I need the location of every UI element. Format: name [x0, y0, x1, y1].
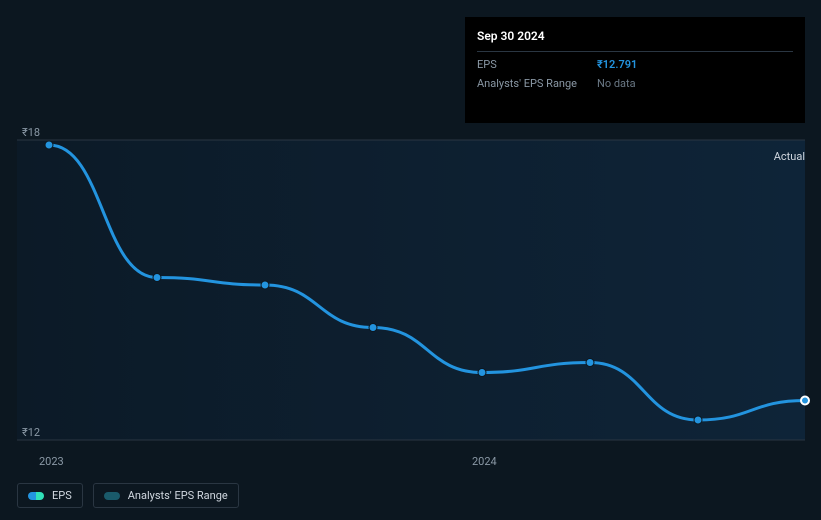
- tooltip-value-range: No data: [597, 76, 636, 93]
- eps-point[interactable]: [801, 397, 809, 405]
- legend-item-eps[interactable]: EPS: [17, 483, 83, 508]
- legend-label-eps: EPS: [52, 489, 72, 502]
- legend-label-range: Analysts' EPS Range: [128, 489, 228, 502]
- chart-plot-bg: [17, 140, 805, 440]
- eps-point[interactable]: [586, 359, 594, 367]
- chart-legend: EPS Analysts' EPS Range: [17, 483, 239, 508]
- chart-tooltip: Sep 30 2024 EPS ₹12.791 Analysts' EPS Ra…: [465, 17, 805, 123]
- tooltip-label-eps: EPS: [477, 57, 597, 74]
- legend-swatch-range: [104, 492, 120, 500]
- eps-point[interactable]: [694, 416, 702, 424]
- eps-chart-svg: [17, 140, 805, 440]
- eps-chart[interactable]: ₹18 ₹12 2023 2024 Actual: [17, 140, 805, 440]
- tooltip-label-range: Analysts' EPS Range: [477, 76, 597, 93]
- y-axis-tick-top: ₹18: [22, 126, 40, 139]
- tooltip-row-range: Analysts' EPS Range No data: [477, 75, 793, 94]
- chart-container: Sep 30 2024 EPS ₹12.791 Analysts' EPS Ra…: [0, 0, 821, 520]
- legend-item-range[interactable]: Analysts' EPS Range: [93, 483, 239, 508]
- y-axis-tick-bottom: ₹12: [22, 426, 40, 439]
- legend-swatch-eps: [28, 492, 44, 500]
- x-axis-label-2024: 2024: [472, 455, 497, 468]
- tooltip-row-eps: EPS ₹12.791: [477, 56, 793, 75]
- tooltip-value-eps: ₹12.791: [597, 57, 637, 74]
- tooltip-date: Sep 30 2024: [477, 27, 793, 52]
- eps-point[interactable]: [153, 274, 161, 282]
- eps-point[interactable]: [45, 141, 53, 149]
- eps-point[interactable]: [369, 324, 377, 332]
- eps-point[interactable]: [261, 281, 269, 289]
- actual-label: Actual: [774, 150, 805, 163]
- eps-point[interactable]: [478, 369, 486, 377]
- x-axis-label-2023: 2023: [39, 455, 64, 468]
